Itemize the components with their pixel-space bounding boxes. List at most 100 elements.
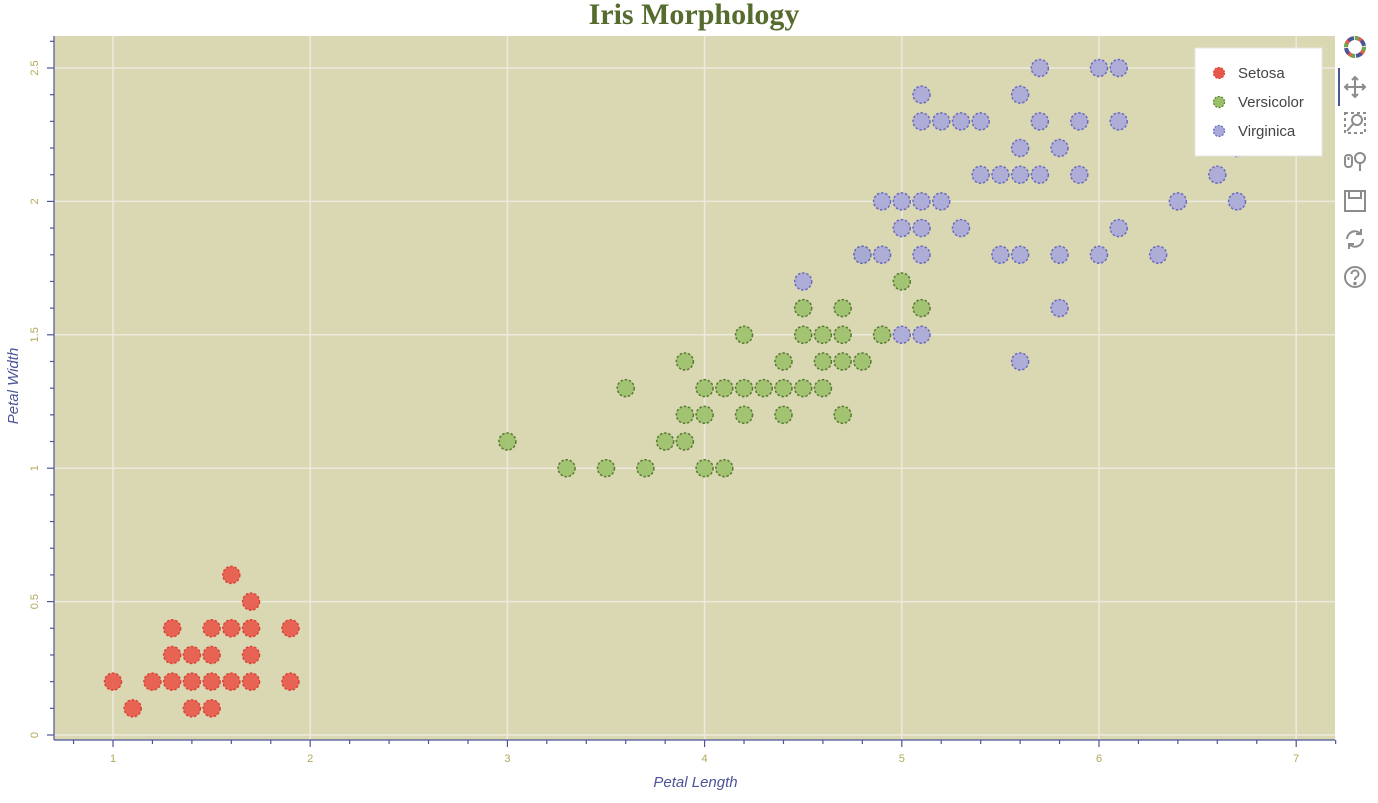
data-point [1050,298,1069,318]
data-point [734,378,754,398]
x-tick-label: 2 [307,753,313,765]
data-point [1208,165,1227,184]
legend-label[interactable]: Virginica [1238,123,1296,140]
data-point [162,619,182,638]
data-point [1109,58,1128,78]
data-point [793,298,813,318]
data-point [872,245,892,265]
data-point [931,192,951,211]
data-point [1089,245,1109,265]
data-point [715,458,734,478]
wheel-zoom-icon[interactable] [1342,148,1368,174]
data-point [281,619,300,638]
plot-area[interactable] [54,36,1335,740]
data-point [1010,165,1030,184]
data-point [774,405,793,425]
data-point [1030,58,1050,78]
data-point [951,112,971,131]
bokeh-logo-icon[interactable] [1342,34,1368,60]
pan-icon[interactable] [1342,74,1368,100]
data-point [281,672,300,691]
data-point [813,325,833,345]
y-tick-label: 0 [29,732,41,738]
data-point [912,85,931,104]
data-point [202,619,221,638]
data-point [1227,192,1247,211]
box-zoom-icon[interactable] [1342,110,1368,136]
data-point [971,165,990,184]
data-point [241,645,261,665]
data-point [912,245,931,265]
y-tick-label: 2 [29,198,41,204]
data-point [853,245,872,265]
x-tick-label: 1 [110,753,116,765]
data-point [182,645,202,665]
data-point [734,325,754,345]
data-point [872,192,892,211]
legend[interactable]: Setosa Versicolor Virginica [1194,47,1323,157]
save-icon[interactable] [1342,188,1368,214]
grid-lines [54,36,1335,740]
x-tick-label: 5 [899,753,905,765]
chart-title: Iris Morphology [588,0,800,31]
data-point [715,378,734,398]
data-point [222,672,241,691]
x-tick-label: 7 [1293,753,1299,765]
y-axis-label: Petal Width [5,348,22,425]
x-tick-label: 4 [702,753,708,765]
y-tick-label: 0.5 [29,594,41,609]
legend-label[interactable]: Versicolor [1238,94,1304,111]
data-point [675,405,695,425]
data-point [774,378,793,398]
data-point [182,672,202,691]
series-versicolor [498,245,931,478]
data-point [241,672,261,691]
y-tick-label: 1 [29,465,41,471]
legend-swatch[interactable] [1212,124,1226,138]
data-point [498,432,517,451]
data-point [636,458,655,478]
data-point [793,272,813,291]
data-point [1010,85,1030,104]
data-point [557,458,576,478]
data-point [655,432,675,451]
data-point [1109,218,1128,238]
data-point [754,378,774,398]
toolbar [1338,34,1372,304]
legend-label[interactable]: Setosa [1238,65,1285,82]
data-point [734,405,754,425]
data-point [1010,245,1030,265]
data-point [1109,112,1128,131]
data-point [182,699,202,718]
data-point [162,672,182,691]
data-point [202,645,221,665]
data-point [143,672,162,691]
data-point [833,352,852,371]
legend-swatch[interactable] [1212,95,1226,109]
data-point [793,378,813,398]
data-point [1089,58,1109,78]
data-point [1010,138,1030,158]
data-point [695,378,714,398]
data-point [222,619,241,638]
active-tool-indicator [1338,68,1340,106]
data-point [1050,138,1069,158]
legend-swatch[interactable] [1212,66,1226,80]
reset-icon[interactable] [1342,226,1368,252]
data-point [774,352,793,371]
data-point [951,218,971,238]
x-tick-label: 6 [1096,753,1102,765]
data-point [1050,245,1069,265]
data-point [695,405,714,425]
data-point [892,272,912,291]
help-icon[interactable] [1342,264,1368,290]
data-point [202,699,221,718]
data-point [912,298,931,318]
data-point [103,672,123,691]
data-point [675,352,695,371]
data-point [892,325,912,345]
data-point [971,112,990,131]
y-tick-label: 2.5 [29,60,41,75]
data-point [596,458,616,478]
